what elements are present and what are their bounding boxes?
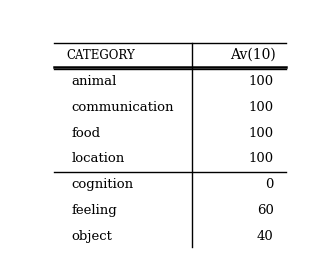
Text: 100: 100 (249, 152, 274, 165)
Text: cognition: cognition (71, 178, 134, 191)
Text: 100: 100 (249, 127, 274, 139)
Text: Av(10): Av(10) (230, 48, 276, 62)
Text: 60: 60 (257, 204, 274, 217)
Text: food: food (71, 127, 100, 139)
Text: 100: 100 (249, 75, 274, 88)
Text: animal: animal (71, 75, 117, 88)
Text: feeling: feeling (71, 204, 117, 217)
Text: 0: 0 (265, 178, 274, 191)
Text: CATEGORY: CATEGORY (66, 48, 135, 62)
Text: 40: 40 (257, 230, 274, 242)
Text: object: object (71, 230, 112, 242)
Text: location: location (71, 152, 125, 165)
Text: communication: communication (71, 101, 174, 114)
Text: 100: 100 (249, 101, 274, 114)
